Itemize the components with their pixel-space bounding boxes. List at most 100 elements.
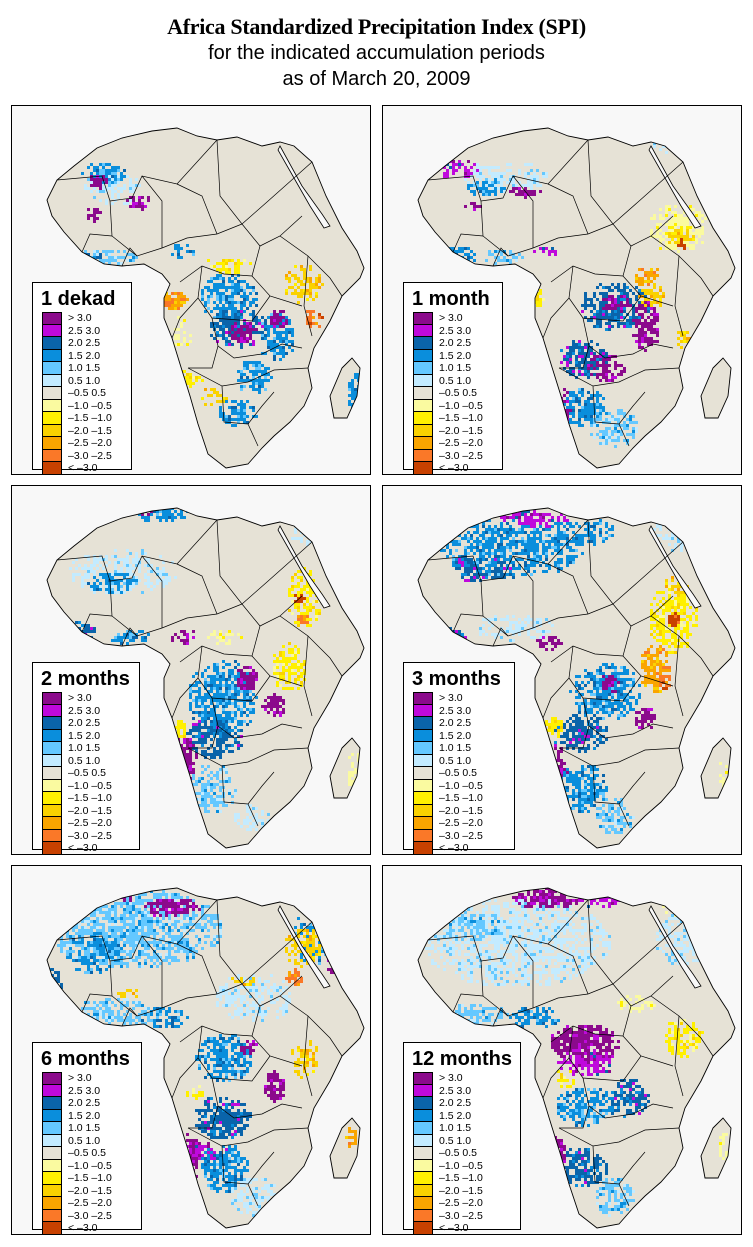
legend-label: –2.0 –1.5 — [439, 424, 483, 437]
legend-box: 12 months > 3.0 2.5 3.0 2.0 2.5 1.5 2.0 1.0 1… — [403, 1042, 521, 1234]
legend-row: –3.0 –2.5 — [413, 1209, 513, 1222]
country-border — [247, 803, 259, 827]
legend-swatch — [42, 449, 62, 462]
legend-swatch — [413, 1084, 433, 1097]
legend-swatch — [42, 1109, 62, 1122]
legend-swatch — [42, 1222, 62, 1234]
legend-label: –2.5 –2.0 — [439, 1197, 483, 1209]
legend-row: –0.5 0.5 — [413, 767, 513, 780]
legend-swatch — [42, 742, 62, 755]
legend-row: –2.0 –1.5 — [413, 804, 513, 817]
legend-row: < –3.0 — [42, 462, 142, 474]
legend-row: 1.5 2.0 — [413, 1109, 513, 1122]
coastline — [417, 507, 736, 849]
country-border — [188, 1105, 219, 1129]
country-border — [550, 245, 632, 283]
legend-label: 1.0 1.5 — [439, 742, 472, 754]
legend-row: < –3.0 — [413, 1222, 513, 1234]
legend-swatch — [42, 1072, 62, 1085]
legend-classes: > 3.0 2.5 3.0 2.0 2.5 1.5 2.0 1.0 1.5 0.5 1.0… — [413, 1072, 513, 1234]
legend-row: –2.5 –2.0 — [42, 437, 142, 450]
legend-label: –2.0 –1.5 — [68, 1184, 112, 1197]
legend-swatch — [413, 1134, 433, 1147]
legend-row: 1.0 1.5 — [42, 742, 142, 755]
legend-label: –2.0 –1.5 — [68, 424, 112, 437]
legend-row: < –3.0 — [42, 1222, 142, 1234]
legend-label: 1.0 1.5 — [68, 362, 101, 374]
legend-label: –2.5 –2.0 — [68, 817, 112, 829]
legend-swatch — [413, 424, 433, 437]
figure-date: as of March 20, 2009 — [282, 68, 471, 90]
legend-row: 1.5 2.0 — [42, 729, 142, 742]
legend-swatch — [413, 362, 433, 375]
legend-row: > 3.0 — [413, 312, 513, 325]
legend-row: –1.5 –1.0 — [413, 792, 513, 805]
legend-swatch — [42, 717, 62, 730]
country-border — [247, 1183, 259, 1207]
legend-label: –2.5 –2.0 — [68, 437, 112, 449]
legend-swatch — [42, 829, 62, 842]
legend-label: –1.5 –1.0 — [439, 1172, 483, 1184]
legend-row: –2.0 –1.5 — [42, 804, 142, 817]
legend-swatch — [413, 1159, 433, 1172]
country-border — [650, 615, 714, 677]
legend-swatch — [413, 1147, 433, 1160]
country-border — [179, 245, 261, 283]
land-mass — [47, 128, 364, 468]
country-border — [279, 995, 343, 1057]
country-border — [650, 995, 714, 1057]
legend-label: 0.5 1.0 — [68, 374, 101, 387]
legend-swatch — [42, 692, 62, 705]
country-border — [650, 235, 714, 297]
legend-row: –2.0 –1.5 — [42, 1184, 142, 1197]
legend-swatch — [42, 1122, 62, 1135]
legend-label: –0.5 0.5 — [439, 767, 477, 779]
panel-label: 3 months — [412, 668, 501, 690]
legend-label: –1.0 –0.5 — [439, 399, 483, 412]
legend-row: 2.5 3.0 — [413, 324, 513, 337]
legend-label: 1.5 2.0 — [68, 729, 101, 742]
panel-label: 1 month — [412, 288, 490, 310]
legend-label: –0.5 0.5 — [68, 1147, 106, 1159]
country-border — [452, 613, 484, 633]
country-border — [582, 697, 674, 739]
legend-label: –3.0 –2.5 — [439, 449, 483, 462]
panel-label: 6 months — [41, 1048, 130, 1070]
legend-swatch — [413, 449, 433, 462]
legend-row: 2.5 3.0 — [413, 1084, 513, 1097]
legend-swatch — [413, 399, 433, 412]
red-sea — [648, 525, 702, 609]
legend-swatch — [413, 754, 433, 767]
legend-label: 2.5 3.0 — [68, 1084, 101, 1097]
legend-box: 2 months > 3.0 2.5 3.0 2.0 2.5 1.5 2.0 1.0 1.… — [32, 662, 142, 854]
legend-swatch — [413, 717, 433, 730]
legend-row: 2.5 3.0 — [42, 704, 142, 717]
legend-label: 1.5 2.0 — [439, 349, 472, 362]
legend-row: 1.0 1.5 — [413, 742, 513, 755]
legend-label: –1.0 –0.5 — [68, 1159, 112, 1172]
spi-anomaly-layer — [54, 508, 363, 831]
legend-swatch — [413, 729, 433, 742]
legend-row: 1.0 1.5 — [42, 362, 142, 375]
country-border — [171, 677, 199, 719]
legend-label: < –3.0 — [68, 1222, 98, 1234]
spi-map-panel-2-months: 2 months > 3.0 2.5 3.0 2.0 2.5 1.5 2.0 1.0 1.… — [11, 485, 371, 855]
country-border — [241, 595, 303, 627]
legend-label: –1.0 –0.5 — [68, 399, 112, 412]
legend-label: > 3.0 — [68, 312, 92, 324]
legend-swatch — [42, 704, 62, 717]
legend-label: > 3.0 — [68, 1072, 92, 1084]
legend-label: –2.0 –1.5 — [439, 1184, 483, 1197]
country-border — [121, 627, 138, 647]
legend-row: –1.0 –0.5 — [413, 779, 513, 792]
legend-row: > 3.0 — [413, 692, 513, 705]
country-border — [241, 975, 303, 1007]
legend-swatch — [42, 374, 62, 387]
legend-row: 2.5 3.0 — [413, 704, 513, 717]
legend-classes: > 3.0 2.5 3.0 2.0 2.5 1.5 2.0 1.0 1.5 0.5 1.0… — [42, 312, 142, 474]
legend-swatch — [413, 704, 433, 717]
legend-label: –1.5 –1.0 — [68, 792, 112, 804]
legend-row: 1.5 2.0 — [42, 349, 142, 362]
legend-row: < –3.0 — [42, 842, 142, 854]
country-border — [141, 555, 163, 628]
